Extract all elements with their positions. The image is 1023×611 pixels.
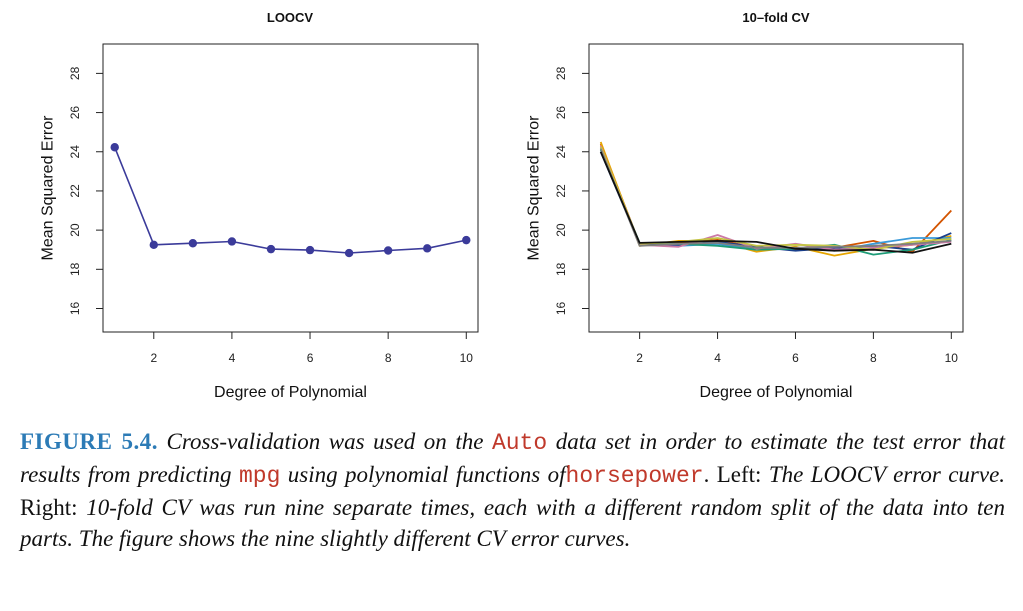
- caption-period: .: [703, 462, 710, 487]
- y-tick-label: 22: [554, 184, 568, 198]
- caption-text-2: data set in order to estimate the test e…: [20, 429, 1006, 487]
- data-point: [227, 237, 237, 246]
- data-point: [423, 244, 432, 253]
- y-tick-label: 26: [68, 106, 82, 120]
- series-line-4: [599, 151, 952, 252]
- figure-label: FIGURE 5.4.: [20, 429, 158, 454]
- caption-text-6: 10-fold CV was run nine separate times, …: [20, 495, 1005, 551]
- x-axis-label: Degree of Polynomial: [700, 384, 853, 401]
- x-tick-label: 8: [385, 351, 392, 365]
- series-line-1: [599, 143, 952, 253]
- x-axis-label: Degree of Polynomial: [214, 384, 367, 401]
- y-tick-label: 18: [554, 262, 568, 276]
- y-tick-label: 28: [554, 66, 568, 80]
- plot-frame: [588, 43, 964, 333]
- x-tick-label: 6: [307, 351, 314, 365]
- y-tick-label: 20: [554, 223, 568, 237]
- caption-text-5: The LOOCV error curve.: [768, 462, 1006, 487]
- x-tick-label: 2: [636, 351, 643, 365]
- series-line-6: [599, 145, 952, 251]
- x-tick-label: 6: [792, 351, 799, 365]
- data-point: [383, 246, 393, 255]
- series-line-2: [599, 141, 952, 257]
- caption-code-horsepower: horsepower: [565, 463, 704, 489]
- caption-code-auto: Auto: [491, 430, 548, 456]
- data-point: [305, 245, 315, 255]
- y-tick-label: 24: [68, 145, 82, 159]
- caption-left-word: Left:: [716, 462, 762, 487]
- y-tick-label: 20: [68, 223, 82, 237]
- series-line-9: [599, 151, 952, 254]
- x-tick-label: 10: [460, 351, 474, 365]
- x-tick-label: 10: [945, 351, 959, 365]
- plot-frame: [102, 43, 479, 333]
- x-tick-label: 4: [714, 351, 721, 365]
- y-tick-label: 26: [554, 106, 568, 120]
- x-tick-label: 8: [870, 351, 877, 365]
- data-point: [149, 240, 158, 250]
- y-tick-label: 16: [554, 301, 568, 315]
- caption-text-1: Cross-validation was used on the: [166, 429, 484, 454]
- series-line-8: [599, 148, 952, 249]
- caption-right-word: Right:: [20, 495, 78, 520]
- series-line-1: [113, 146, 467, 254]
- y-axis-label: Mean Squared Error: [526, 115, 543, 261]
- caption-code-mpg: mpg: [238, 463, 281, 489]
- data-point: [266, 244, 276, 254]
- series-line-3: [599, 147, 952, 252]
- data-point: [462, 235, 471, 245]
- series-line-5: [599, 149, 952, 256]
- chart-title: 10–fold CV: [742, 10, 810, 25]
- data-point: [188, 239, 198, 248]
- y-tick-label: 28: [68, 66, 82, 80]
- figure-caption: FIGURE 5.4. Cross-validation was used on…: [20, 426, 1005, 554]
- x-tick-label: 4: [229, 351, 236, 365]
- y-axis-label: Mean Squared Error: [40, 115, 57, 261]
- y-tick-label: 18: [68, 262, 82, 276]
- y-tick-label: 16: [68, 301, 82, 315]
- series-line-7: [599, 146, 952, 251]
- y-tick-label: 22: [68, 184, 82, 198]
- y-tick-label: 24: [554, 145, 568, 159]
- chart-title: LOOCV: [267, 10, 314, 25]
- data-point: [344, 248, 354, 258]
- x-tick-label: 2: [150, 351, 157, 365]
- data-point: [110, 143, 119, 152]
- caption-text-3: using polynomial functions of: [287, 462, 566, 487]
